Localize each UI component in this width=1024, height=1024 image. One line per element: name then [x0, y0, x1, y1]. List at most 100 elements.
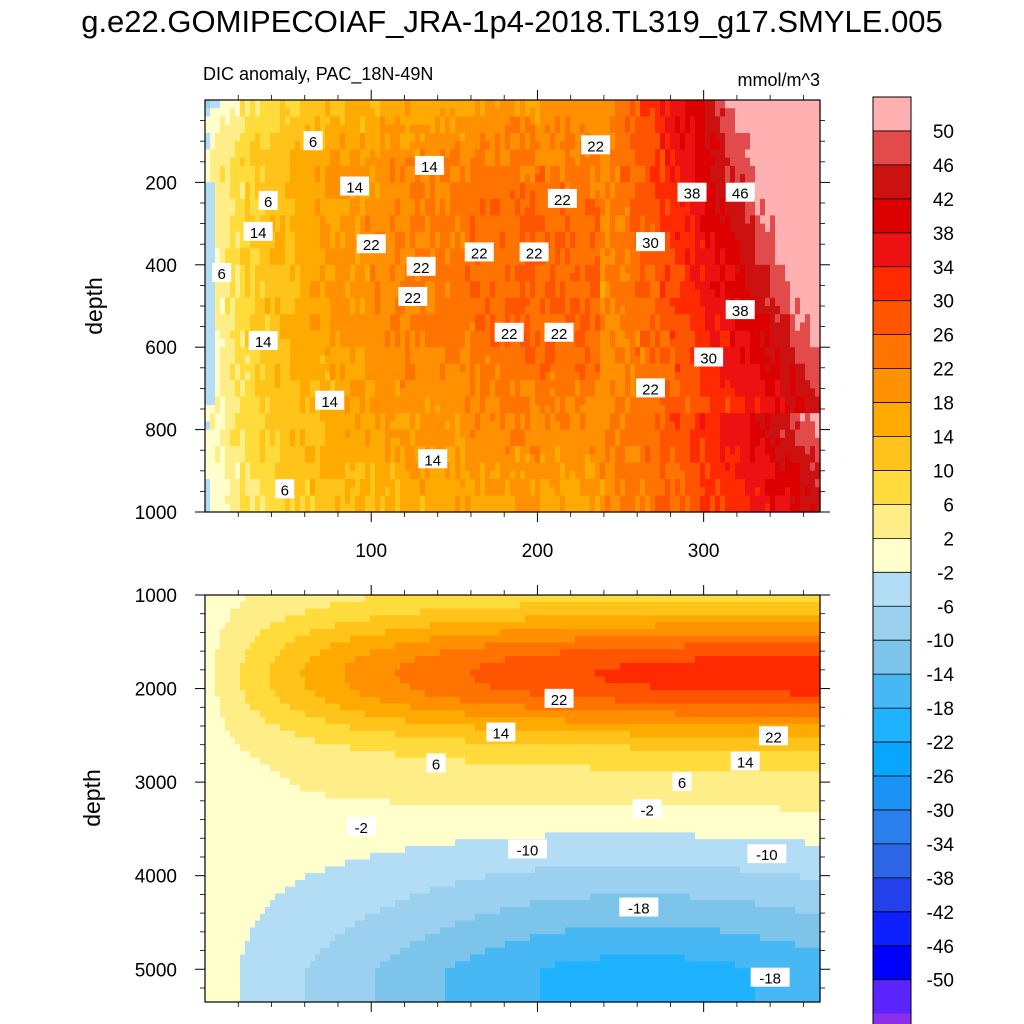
lower-contour-label: 22 — [544, 688, 574, 709]
colorbar-label: -2 — [937, 563, 954, 584]
upper-contour-label: 6 — [258, 190, 278, 211]
lower-contour-label: 6 — [426, 753, 446, 773]
upper-x-tick-label: 100 — [355, 541, 387, 562]
colorbar-swatch — [873, 809, 911, 845]
upper-contour-label: 14 — [418, 449, 448, 469]
lower-y-axis-label: depth — [79, 769, 105, 827]
upper-y-tick-label: 600 — [145, 338, 177, 359]
colorbar-label: 10 — [933, 461, 954, 482]
colorbar-label: 50 — [933, 122, 954, 143]
upper-y-tick-label: 200 — [145, 173, 177, 194]
upper-contour-label: 14 — [248, 331, 278, 351]
upper-contour-label: 22 — [406, 256, 436, 277]
lower-contour-label: -18 — [619, 897, 659, 918]
upper-contour-label: 6 — [275, 479, 295, 499]
lower-contour-label: -18 — [750, 967, 790, 988]
upper-contour-label: 30 — [694, 347, 724, 368]
colorbar-swatch — [873, 979, 911, 1015]
upper-y-tick-label: 1000 — [135, 503, 177, 524]
upper-contour-label: 14 — [243, 221, 273, 242]
lower-contour-label: -2 — [632, 799, 662, 819]
lower-contour-field — [205, 595, 821, 1003]
colorbar-swatch — [873, 572, 911, 607]
colorbar-label: -42 — [927, 903, 954, 924]
upper-contour-label: 22 — [544, 322, 574, 343]
colorbar-swatch — [873, 742, 911, 777]
colorbar-swatch — [873, 776, 911, 811]
upper-contour-label: 22 — [635, 378, 665, 398]
colorbar-swatch — [873, 300, 911, 336]
colorbar-swatch — [873, 232, 911, 268]
colorbar-swatch — [873, 97, 911, 132]
lower-contour-label: -2 — [346, 817, 376, 837]
colorbar-label: -14 — [927, 665, 955, 686]
lower-y-tick-label: 1000 — [135, 586, 177, 607]
upper-contour-label: 22 — [519, 242, 549, 262]
colorbar-swatch — [873, 640, 911, 675]
upper-contour-label: 22 — [494, 322, 524, 343]
upper-y-axis-label: depth — [81, 277, 107, 335]
upper-contour-label: 14 — [315, 390, 345, 411]
colorbar-label: 18 — [933, 394, 954, 415]
lower-y-tick-label: 3000 — [135, 773, 177, 794]
upper-contour-label: 38 — [725, 300, 755, 320]
colorbar-label: -26 — [927, 767, 954, 788]
colorbar-label: -50 — [927, 971, 954, 992]
colorbar-label: 14 — [933, 428, 955, 449]
colorbar-label: 34 — [933, 258, 955, 279]
colorbar-label: -6 — [937, 597, 954, 618]
colorbar-swatch — [873, 470, 911, 505]
lower-y-tick-label: 5000 — [135, 960, 177, 981]
upper-contour-label: 6 — [303, 131, 323, 151]
upper-x-tick-label: 300 — [688, 541, 720, 562]
colorbar-swatch — [873, 402, 911, 437]
colorbar-swatch — [873, 368, 911, 403]
lower-y-tick-label: 4000 — [135, 867, 177, 888]
colorbar-swatch — [873, 945, 911, 981]
lower-y-tick-label: 2000 — [135, 680, 177, 701]
lower-contour-label: -10 — [747, 844, 787, 864]
colorbar-label: 2 — [943, 529, 954, 550]
colorbar-swatch — [873, 164, 911, 200]
colorbar-label: 42 — [933, 190, 954, 211]
colorbar-label: -34 — [927, 835, 955, 856]
colorbar-label: -30 — [927, 801, 954, 822]
colorbar-label: 30 — [933, 292, 954, 313]
lower-contour-label: 6 — [672, 772, 692, 792]
colorbar-swatch — [873, 877, 911, 913]
colorbar-swatch — [873, 1013, 911, 1024]
colorbar-label: 22 — [933, 360, 954, 381]
upper-contour-label: 22 — [398, 286, 428, 307]
colorbar-label: -22 — [927, 733, 954, 754]
colorbar-label: 6 — [943, 495, 954, 516]
upper-contour-label: 22 — [547, 188, 577, 209]
plot-subtitle: DIC anomaly, PAC_18N-49N — [203, 64, 433, 85]
colorbar-swatch — [873, 198, 911, 234]
upper-contour-label: 46 — [725, 182, 755, 203]
upper-contour-label: 22 — [464, 242, 494, 262]
colorbar-swatch — [873, 606, 911, 641]
upper-contour-label: 14 — [414, 155, 444, 176]
upper-x-tick-label: 200 — [522, 541, 554, 562]
colorbar-swatch — [873, 436, 911, 471]
colorbar-label: 46 — [933, 156, 954, 177]
colorbar-swatch — [873, 130, 911, 166]
colorbar-label: -38 — [927, 869, 954, 890]
upper-contour-label: 6 — [212, 263, 232, 283]
upper-contour-label: 38 — [677, 182, 707, 203]
upper-contour-label: 30 — [635, 232, 665, 252]
colorbar-label: -46 — [927, 937, 954, 958]
units-label: mmol/m^3 — [738, 70, 820, 90]
colorbar-swatch — [873, 911, 911, 947]
lower-contour-label: 14 — [730, 751, 760, 772]
figure-title: g.e22.GOMIPECOIAF_JRA-1p4-2018.TL319_g17… — [81, 4, 943, 39]
upper-contour-label: 14 — [340, 176, 370, 197]
colorbar-label: -10 — [927, 631, 954, 652]
upper-y-tick-label: 800 — [145, 421, 177, 442]
upper-y-tick-label: 400 — [145, 256, 177, 277]
lower-contour-label: -10 — [507, 839, 547, 859]
colorbar-swatch — [873, 708, 911, 743]
lower-contour-label: 14 — [486, 722, 516, 743]
lower-plot-frame — [204, 594, 821, 1003]
